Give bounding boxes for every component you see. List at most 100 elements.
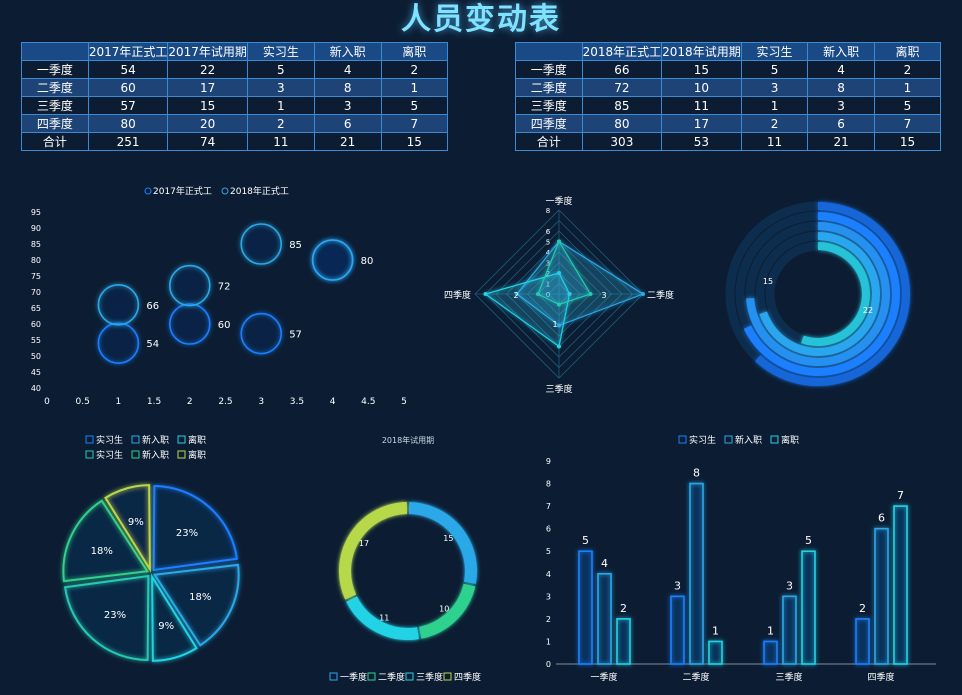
table-cell: 15 — [873, 132, 942, 151]
x-tick-label: 4.5 — [361, 397, 375, 407]
bar — [578, 550, 593, 665]
y-tick-label: 50 — [31, 352, 41, 361]
donut-value-label: 15 — [443, 534, 453, 543]
ring-arc — [746, 222, 890, 366]
table-cell: 15 — [661, 60, 742, 79]
table-2018: 2018年正式工 2018年试用期 实习生 新入职 离职 一季度 66 15 5 4 2 二季度 72 1… — [515, 42, 942, 151]
bubble-point — [240, 312, 283, 355]
row-label: 二季度 — [515, 78, 583, 97]
bubble-point — [169, 303, 211, 345]
row-label: 合计 — [515, 132, 583, 151]
bar — [893, 505, 908, 665]
y-tick-label: 4 — [546, 570, 551, 579]
legend-swatch — [177, 435, 186, 444]
donut-value-label: 10 — [439, 604, 449, 613]
bar-value-label: 4 — [601, 557, 608, 570]
table-cell: 2 — [873, 60, 942, 79]
bar-value-label: 2 — [620, 602, 627, 615]
table-cell: 10 — [661, 78, 742, 97]
legend-label: 2017年正式工 — [153, 185, 212, 197]
y-tick-label: 45 — [31, 368, 41, 377]
column-header: 离职 — [380, 42, 449, 61]
table-row: 三季度 85 11 1 3 5 — [515, 96, 942, 115]
radar-value-label: 1 — [552, 320, 557, 329]
radar-value-label: 2 — [513, 291, 518, 300]
bubble-value-label: 85 — [289, 240, 302, 251]
legend-label: 新入职 — [735, 434, 762, 446]
table-cell: 1 — [873, 78, 942, 97]
legend-label: 三季度 — [416, 671, 443, 683]
table-row: 一季度 66 15 5 4 2 — [515, 60, 942, 79]
bar-value-label: 2 — [859, 602, 866, 615]
column-header: 2018年试用期 — [661, 42, 742, 61]
donut-segment — [339, 502, 408, 600]
y-tick-label: 60 — [31, 320, 41, 329]
bubble-point — [97, 283, 140, 326]
table-cell: 8 — [313, 78, 382, 97]
bubble-value-label: 54 — [146, 339, 159, 350]
table-cell: 53 — [661, 132, 742, 151]
table-cell: 5 — [246, 60, 315, 79]
row-label: 一季度 — [21, 60, 89, 79]
column-header: 实习生 — [740, 42, 809, 61]
ring-arc — [755, 202, 910, 386]
y-tick-label: 2 — [546, 615, 551, 624]
y-tick-label: 7 — [546, 502, 551, 511]
y-tick-label: 65 — [31, 304, 41, 313]
y-tick-label: 3 — [546, 592, 551, 601]
x-tick-label: 5 — [401, 397, 407, 407]
donut-segment — [346, 596, 420, 640]
x-tick-label: 4 — [330, 397, 336, 407]
x-category-label: 三季度 — [775, 671, 802, 683]
table-cell: 2 — [740, 114, 809, 133]
donut-chart: 2018年试用期 15 10 11 17 一季度 二季度 三季度 四季度 — [329, 435, 481, 683]
x-category-label: 二季度 — [682, 671, 709, 683]
ring-arc — [759, 232, 880, 356]
table-row: 三季度 57 15 1 3 5 — [21, 96, 449, 115]
legend-label: 离职 — [188, 434, 206, 446]
row-label: 四季度 — [21, 114, 89, 133]
pie-slice-label: 18% — [189, 592, 211, 603]
y-tick-label: 80 — [31, 256, 41, 265]
table-row: 合计 251 74 11 21 15 — [21, 132, 449, 151]
y-tick-label: 95 — [31, 208, 41, 217]
bubble-point — [97, 322, 140, 365]
legend-label: 新入职 — [142, 449, 169, 461]
radar-point — [483, 292, 488, 296]
radar-tick-label: 6 — [546, 228, 551, 236]
bar — [801, 550, 816, 665]
legend-swatch — [144, 187, 152, 195]
y-tick-label: 90 — [31, 224, 41, 233]
table-row: 四季度 80 20 2 6 7 — [21, 114, 449, 133]
row-label: 一季度 — [515, 60, 583, 79]
bubble-legend: 2017年正式工 2018年正式工 — [144, 185, 289, 197]
legend-label: 离职 — [188, 449, 206, 461]
column-header — [515, 42, 583, 61]
radar-point — [536, 292, 540, 296]
y-tick-label: 6 — [546, 525, 551, 534]
table-cell: 4 — [313, 60, 382, 79]
x-tick-label: 1.5 — [147, 397, 161, 407]
table-row: 一季度 54 22 5 4 2 — [21, 60, 449, 79]
table-cell: 1 — [380, 78, 449, 97]
table-cell: 3 — [807, 96, 875, 115]
y-tick-label: 9 — [546, 457, 551, 466]
legend-swatch — [177, 450, 186, 459]
radar-axis-label: 一季度 — [545, 195, 572, 207]
legend-label: 二季度 — [378, 671, 405, 683]
x-tick-label: 2 — [187, 397, 193, 407]
table-cell: 11 — [661, 96, 742, 115]
legend-swatch — [724, 435, 733, 444]
table-cell: 5 — [740, 60, 809, 79]
legend-swatch — [131, 450, 140, 459]
legend-swatch — [770, 435, 779, 444]
table-cell: 15 — [380, 132, 449, 151]
x-tick-label: 0 — [44, 397, 50, 407]
y-tick-label: 85 — [31, 240, 41, 249]
x-category-label: 四季度 — [867, 671, 894, 683]
ring-value-label: 15 — [763, 277, 773, 286]
table-cell: 303 — [581, 132, 663, 151]
legend-swatch — [405, 672, 414, 681]
legend-label: 新入职 — [142, 434, 169, 446]
